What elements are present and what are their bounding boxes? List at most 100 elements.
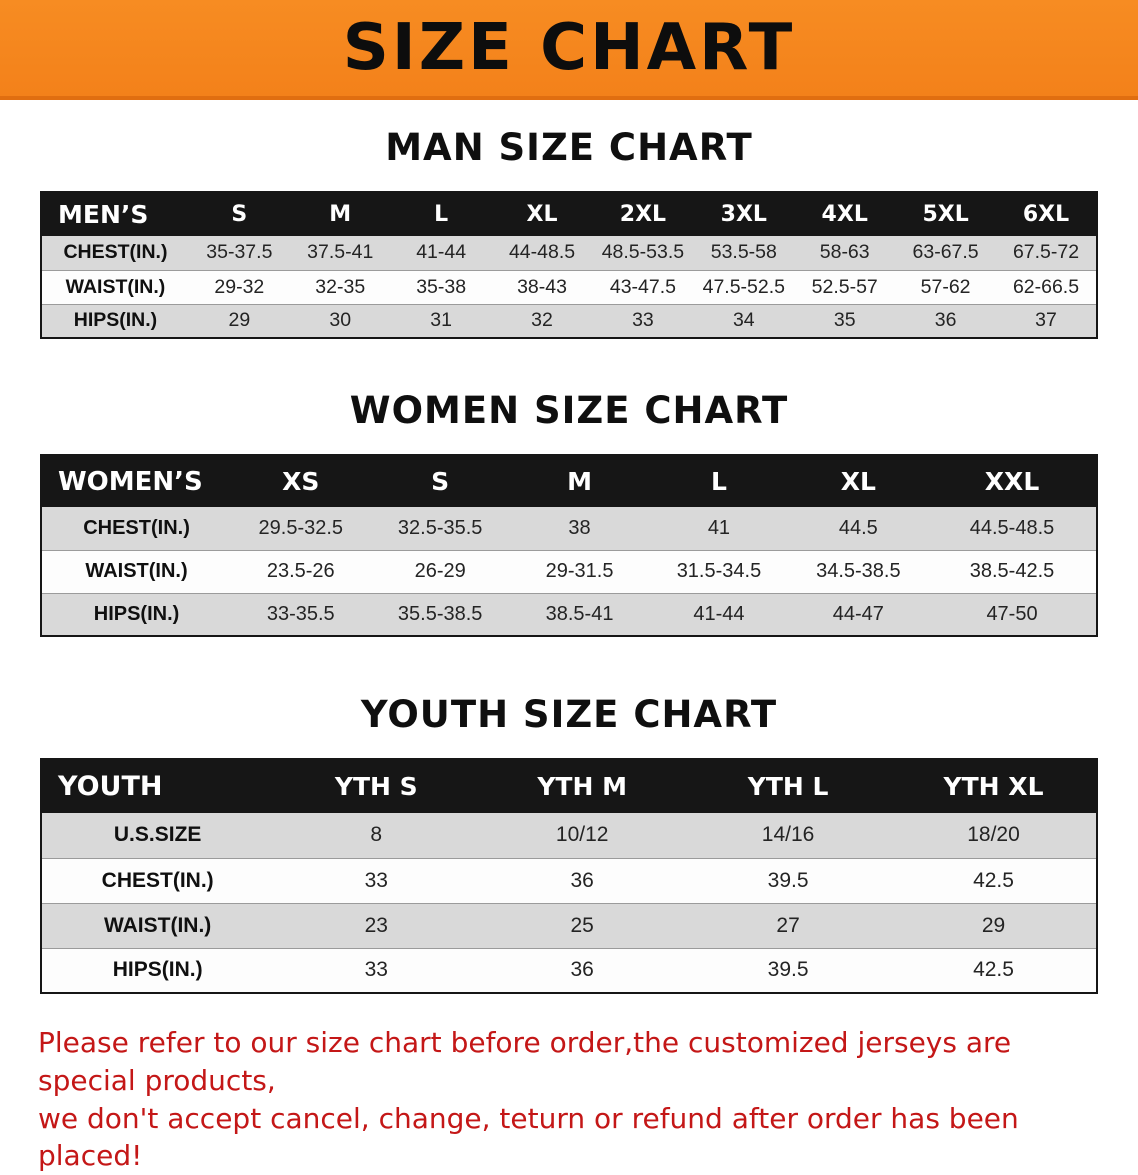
table-row: HIPS(IN.) 33-35.5 35.5-38.5 38.5-41 41-4…	[41, 593, 1097, 636]
table-header-cell: MEN’S	[41, 192, 189, 236]
table-cell: 32-35	[315, 275, 366, 298]
table-header-cell: 5XL	[895, 192, 997, 236]
table-header-cell: 4XL	[794, 192, 896, 236]
table-header-cell: WOMEN’S	[41, 455, 232, 507]
table-cell: 29-32	[214, 275, 265, 298]
table-cell: 34	[732, 309, 755, 332]
footer-note-line2: we don't accept cancel, change, teturn o…	[38, 1101, 1019, 1173]
table-cell: 36	[934, 309, 957, 332]
footer-note-line1: Please refer to our size chart before or…	[38, 1026, 1012, 1097]
table-row: CHEST(IN.) 35-37.5 37.5-41 41-44 44-48.5…	[41, 236, 1097, 270]
table-row-label: HIPS(IN.)	[112, 958, 203, 982]
table-header-cell: S	[370, 455, 510, 507]
table-cell: 38.5-41	[545, 602, 614, 625]
table-row: U.S.SIZE 8 10/12 14/16 18/20	[41, 813, 1097, 858]
youth-size-table: YOUTH YTH S YTH M YTH L YTH XL U.S.SIZE …	[40, 758, 1098, 994]
women-section-heading: WOMEN SIZE CHART	[349, 389, 789, 432]
table-cell: 29-31.5	[545, 560, 614, 582]
table-header-cell: XL	[491, 192, 593, 236]
table-cell: 14/16	[761, 823, 815, 847]
banner: SIZE CHART	[0, 0, 1138, 100]
table-cell: 35.5-38.5	[397, 602, 483, 625]
table-cell: 38-43	[517, 275, 567, 298]
men-size-table: MEN’S S M L XL 2XL 3XL 4XL 5XL 6XL CHEST…	[40, 191, 1098, 339]
table-header-row: WOMEN’S XS S M L XL XXL	[41, 455, 1097, 507]
footer-note: Please refer to our size chart before or…	[38, 1024, 1100, 1175]
table-cell: 29	[981, 913, 1006, 937]
table-row: CHEST(IN.) 33 36 39.5 42.5	[41, 858, 1097, 903]
table-cell: 39.5	[767, 958, 809, 982]
men-size-chart-section: MAN SIZE CHART MEN’S S M L XL 2XL 3XL 4X…	[0, 126, 1138, 339]
table-header-cell: 2XL	[592, 192, 694, 236]
table-cell: 39.5	[767, 868, 809, 892]
table-cell: 52.5-57	[811, 275, 878, 298]
table-header-cell: YTH S	[273, 759, 480, 813]
table-cell: 42.5	[973, 868, 1014, 892]
table-cell: 35-38	[416, 275, 467, 298]
table-row: CHEST(IN.) 29.5-32.5 32.5-35.5 38 41 44.…	[41, 507, 1097, 550]
table-cell: 18/20	[967, 823, 1020, 847]
table-cell: 32.5-35.5	[397, 516, 483, 539]
table-cell: 43-47.5	[609, 275, 676, 298]
table-cell: 29	[228, 309, 251, 332]
table-header-cell: M	[509, 455, 650, 507]
table-cell: 27	[776, 913, 800, 937]
table-header-row: YOUTH YTH S YTH M YTH L YTH XL	[41, 759, 1097, 813]
table-cell: 47-50	[986, 602, 1038, 625]
table-cell: 58-63	[819, 241, 870, 264]
table-cell: 35-37.5	[206, 241, 273, 264]
table-cell: 41-44	[693, 602, 745, 625]
table-cell: 53.5-58	[710, 241, 777, 264]
table-row: HIPS(IN.) 33 36 39.5 42.5	[41, 948, 1097, 993]
table-cell: 34.5-38.5	[816, 560, 901, 582]
table-cell: 33-35.5	[266, 602, 335, 625]
table-row-label: HIPS(IN.)	[93, 602, 180, 625]
table-header-cell: M	[289, 192, 391, 236]
table-cell: 35	[833, 309, 856, 332]
table-header-cell: S	[188, 192, 290, 236]
table-header-cell: XXL	[928, 455, 1097, 507]
table-cell: 36	[570, 958, 594, 982]
page-title: SIZE CHART	[342, 11, 796, 85]
table-row-label: CHEST(IN.)	[101, 868, 214, 892]
table-header-cell: XS	[231, 455, 371, 507]
table-cell: 31	[430, 309, 452, 332]
table-header-cell: 6XL	[996, 192, 1097, 236]
table-row-label: CHEST(IN.)	[63, 241, 168, 264]
table-cell: 57-62	[920, 275, 971, 298]
table-row-label: HIPS(IN.)	[73, 309, 158, 332]
table-cell: 30	[329, 309, 352, 332]
table-row-label: WAIST(IN.)	[103, 913, 212, 937]
table-cell: 44.5	[838, 516, 878, 539]
table-row: HIPS(IN.) 29 30 31 32 33 34 35 36 37	[41, 304, 1097, 338]
table-cell: 62-66.5	[1012, 275, 1080, 298]
table-cell: 44-47	[832, 602, 884, 625]
table-cell: 48.5-53.5	[601, 241, 685, 264]
table-cell: 41-44	[416, 241, 467, 264]
table-cell: 67.5-72	[1012, 241, 1080, 264]
table-header-row: MEN’S S M L XL 2XL 3XL 4XL 5XL 6XL	[41, 192, 1097, 236]
table-cell: 38	[568, 516, 591, 539]
table-cell: 41	[707, 516, 731, 539]
table-row-label: U.S.SIZE	[113, 823, 202, 847]
table-row-label: WAIST(IN.)	[65, 275, 166, 298]
table-cell: 33	[364, 958, 388, 982]
table-cell: 36	[570, 868, 594, 892]
men-section-heading: MAN SIZE CHART	[385, 126, 753, 169]
table-cell: 38.5-42.5	[969, 560, 1055, 582]
women-size-chart-section: WOMEN SIZE CHART WOMEN’S XS S M L XL XXL	[0, 389, 1138, 637]
table-cell: 42.5	[973, 958, 1014, 982]
table-row: WAIST(IN.) 29-32 32-35 35-38 38-43 43-47…	[41, 270, 1097, 304]
table-cell: 37	[1035, 309, 1057, 332]
table-cell: 25	[570, 913, 594, 937]
table-cell: 29.5-32.5	[258, 516, 344, 539]
table-row: WAIST(IN.) 23.5-26 26-29 29-31.5 31.5-34…	[41, 550, 1097, 593]
table-cell: 37.5-41	[307, 241, 374, 264]
table-row-label: CHEST(IN.)	[83, 516, 190, 539]
table-header-cell: YTH M	[479, 759, 686, 813]
table-cell: 33	[632, 309, 654, 332]
table-header-cell: YOUTH	[41, 759, 274, 813]
table-header-cell: L	[649, 455, 789, 507]
table-cell: 47.5-52.5	[702, 275, 785, 298]
